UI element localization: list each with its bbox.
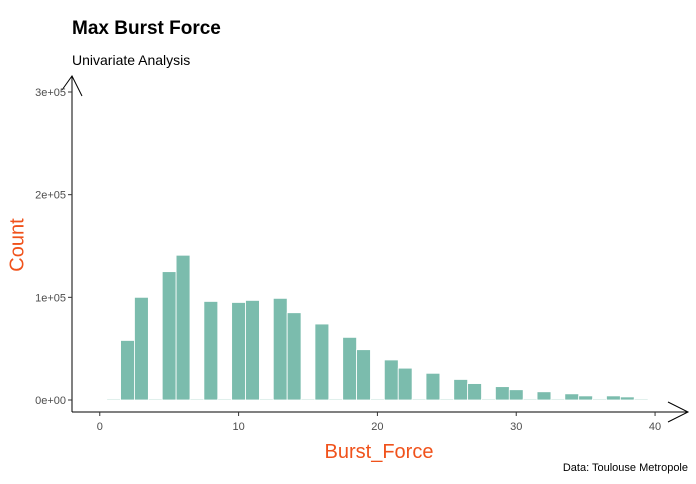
chart-subtitle: Univariate Analysis xyxy=(72,52,191,68)
histogram-bar xyxy=(592,398,607,401)
histogram-bar xyxy=(564,393,580,401)
histogram-bar xyxy=(356,349,371,401)
histogram-bar xyxy=(411,398,427,401)
histogram-bar xyxy=(578,395,593,401)
histogram-bar xyxy=(342,336,357,401)
x-axis-arrowhead xyxy=(667,401,690,423)
x-tick-label: 30 xyxy=(510,421,522,433)
histogram-bar xyxy=(314,323,330,401)
x-tick-label: 0 xyxy=(97,421,103,433)
histogram-bar xyxy=(300,398,316,401)
y-tick-label: 1e+05 xyxy=(35,292,66,304)
chart-title: Max Burst Force xyxy=(72,18,221,39)
histogram-bar xyxy=(453,379,469,401)
histogram-bar xyxy=(231,302,246,401)
histogram-bar xyxy=(286,312,302,401)
x-tick-label: 10 xyxy=(232,421,244,433)
histogram-bar xyxy=(383,359,399,401)
histogram-bar xyxy=(217,398,233,401)
histogram-bar xyxy=(120,340,135,401)
histogram-bar xyxy=(425,372,441,401)
ticks-group: 0e+00 1e+05 2e+05 3e+05 0 10 20 30 40 xyxy=(35,87,661,433)
histogram-bar xyxy=(508,389,524,401)
histogram-bar xyxy=(481,398,496,401)
histogram-bar xyxy=(633,398,649,401)
histogram-bar xyxy=(522,398,538,401)
histogram-bar xyxy=(370,398,385,401)
histogram-bar xyxy=(161,271,177,401)
histogram-bar xyxy=(189,398,205,401)
histogram-bar xyxy=(272,297,288,401)
chart-caption: Data: Toulouse Metropole xyxy=(562,462,688,474)
histogram-bar xyxy=(328,398,344,401)
axes-group xyxy=(61,75,690,423)
histogram-bar xyxy=(147,398,163,401)
histogram-bar xyxy=(439,398,455,401)
bars-group xyxy=(106,254,649,401)
y-axis-arrowhead xyxy=(61,75,83,97)
y-tick-label: 3e+05 xyxy=(35,87,66,99)
histogram-bar xyxy=(134,296,149,401)
histogram-bar xyxy=(203,301,219,401)
histogram-bar xyxy=(397,367,413,401)
histogram-bar xyxy=(106,398,121,401)
histogram-bar xyxy=(495,386,510,401)
histogram-bar xyxy=(606,395,621,401)
histogram-bar xyxy=(245,300,260,401)
x-tick-label: 20 xyxy=(371,421,383,433)
y-tick-label: 2e+05 xyxy=(35,190,66,202)
histogram-bar xyxy=(550,398,566,401)
histogram-bar xyxy=(467,383,482,401)
x-tick-label: 40 xyxy=(649,421,661,433)
histogram-bar xyxy=(619,396,635,401)
histogram-bar xyxy=(259,398,274,401)
y-tick-label: 0e+00 xyxy=(35,395,66,407)
x-axis-label: Burst_Force xyxy=(324,441,434,463)
histogram-bar xyxy=(175,254,191,401)
histogram-bar xyxy=(536,391,552,401)
